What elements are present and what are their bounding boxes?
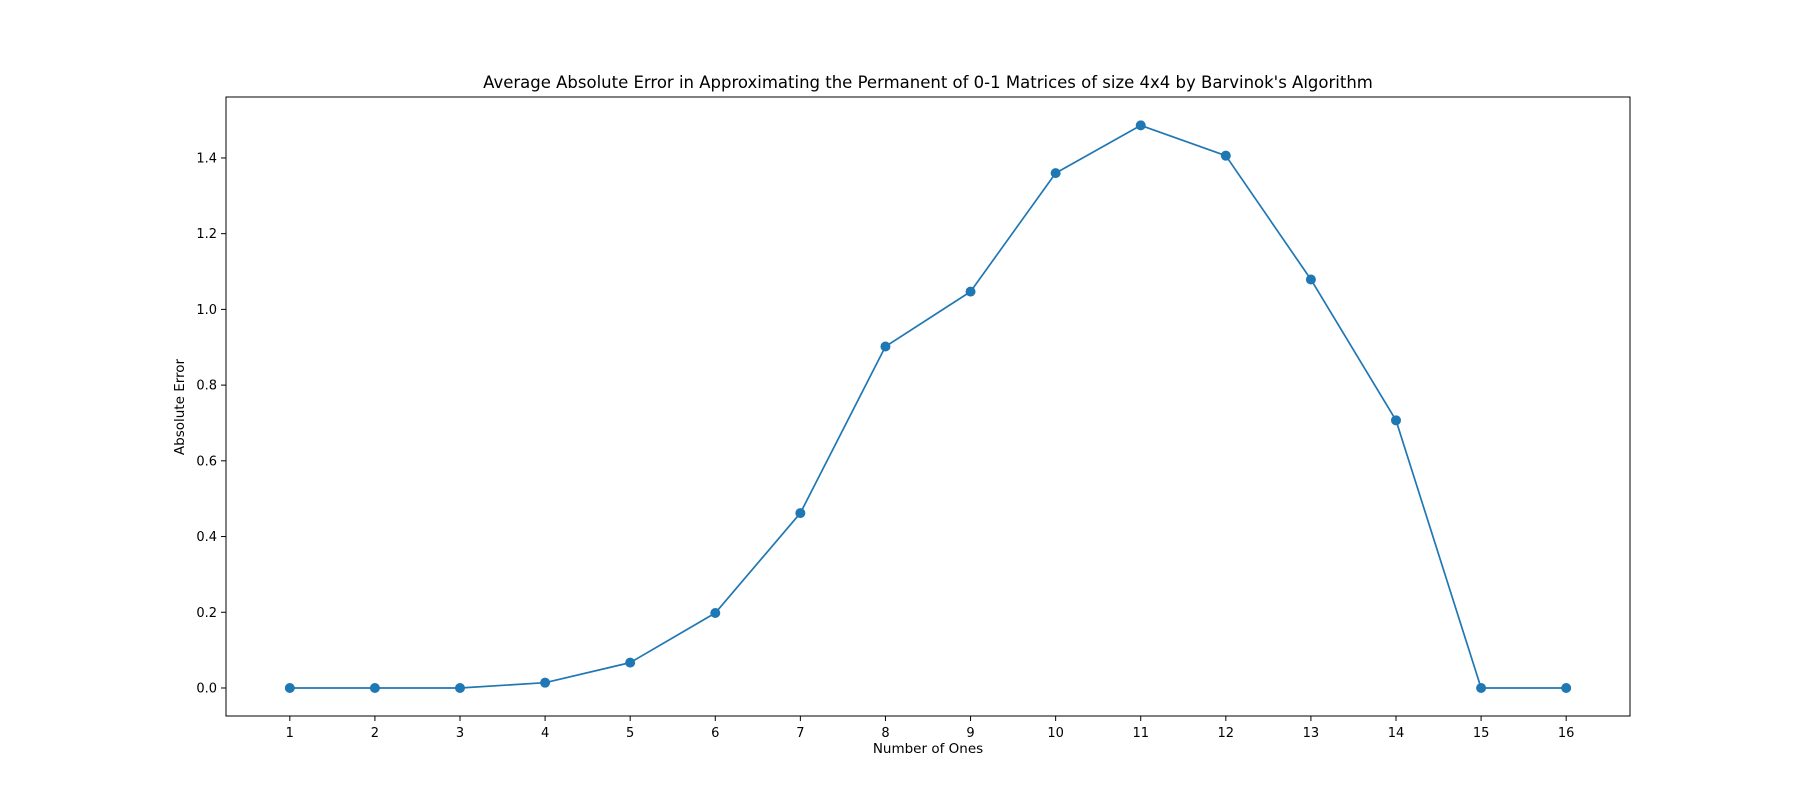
data-point-10 [1050,168,1061,179]
data-point-14 [1391,415,1401,426]
x-tick-label-9: 9 [966,726,974,741]
data-point-9 [965,286,976,297]
y-tick-label-0.8: 0.8 [196,379,217,394]
x-tick-label-1: 1 [286,726,294,741]
x-tick-label-5: 5 [626,726,634,741]
plot-area: 1 2 3 4 5 6 7 8 9 10 11 12 13 14 15 160.00.20.40.60.81.… [196,96,1631,741]
x-tick-label-13: 13 [1303,726,1320,741]
data-point-6 [710,608,721,619]
x-tick-label-7: 7 [796,726,804,741]
x-tick-label-6: 6 [711,726,719,741]
y-tick-label-0.4: 0.4 [196,530,217,545]
y-tick-label-0.2: 0.2 [196,606,217,621]
data-point-5 [625,657,636,668]
data-point-1 [284,682,295,693]
x-tick-label-11: 11 [1132,726,1149,741]
data-point-7 [795,508,806,519]
data-point-13 [1305,274,1316,285]
data-point-11 [1135,120,1146,131]
series-line-0 [289,124,1567,689]
x-tick-label-8: 8 [881,726,889,741]
x-tick-label-15: 15 [1473,726,1490,741]
data-point-2 [369,682,380,693]
y-tick-label-1.0: 1.0 [196,303,217,318]
x-tick-label-2: 2 [371,726,379,741]
x-tick-label-14: 14 [1388,726,1405,741]
data-point-15 [1476,682,1487,693]
data-point-8 [880,341,891,352]
data-point-4 [540,677,551,688]
y-axis-title: Absolute Error [172,358,188,455]
x-tick-label-4: 4 [541,726,549,741]
plot-frame [225,96,1631,717]
chart-title: Average Absolute Error in Approximating … [483,73,1373,92]
x-tick-label-16: 16 [1558,726,1575,741]
y-tick-label-0.0: 0.0 [196,681,217,696]
x-tick-label-12: 12 [1218,726,1235,741]
x-tick-label-10: 10 [1047,726,1064,741]
y-tick-label-0.6: 0.6 [196,454,217,469]
y-tick-label-1.2: 1.2 [196,227,217,242]
data-point-12 [1220,150,1231,161]
y-tick-label-1.4: 1.4 [196,151,217,166]
data-point-3 [455,682,465,693]
data-point-16 [1561,682,1572,693]
x-tick-label-3: 3 [456,726,464,741]
x-axis-title: Number of Ones [873,741,983,757]
